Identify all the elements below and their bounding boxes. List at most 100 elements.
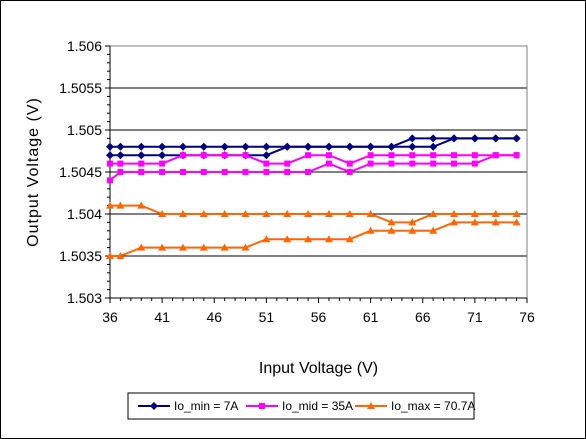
legend-box — [127, 392, 475, 420]
data-point-triangle — [470, 210, 479, 217]
data-point-triangle — [241, 210, 250, 217]
data-point-square — [305, 169, 312, 175]
legend-label: Io_max = 70.7A — [391, 399, 475, 413]
data-point-triangle — [106, 201, 114, 209]
data-point-square — [263, 169, 270, 175]
data-point-square — [117, 160, 124, 167]
legend-item-2: Io_mid = 35A — [246, 399, 353, 413]
data-point-square — [159, 160, 166, 167]
data-point-triangle — [324, 210, 333, 217]
data-point-triangle — [106, 252, 114, 259]
data-point-square — [200, 152, 207, 159]
data-point-square — [513, 152, 520, 159]
y-tick-label: 1.5035 — [59, 248, 102, 264]
data-point-triangle — [491, 210, 500, 217]
data-point-square — [263, 160, 270, 167]
data-point-square — [284, 160, 291, 167]
data-point-diamond — [116, 151, 125, 160]
data-point-square — [430, 160, 437, 167]
data-point-triangle — [220, 243, 229, 251]
data-point-triangle — [158, 210, 167, 217]
data-point-triangle — [199, 243, 208, 251]
data-point-square — [346, 169, 353, 175]
data-point-triangle — [512, 210, 521, 217]
legend-label: Io_mid = 35A — [282, 399, 353, 413]
series-2 — [107, 152, 520, 184]
data-point-triangle — [241, 243, 250, 251]
data-point-diamond — [304, 142, 313, 151]
data-point-triangle — [470, 218, 479, 226]
data-point-square — [259, 403, 265, 409]
data-point-diamond — [106, 151, 114, 160]
data-point-triangle — [283, 235, 292, 243]
data-point-diamond — [512, 134, 521, 143]
data-point-diamond — [241, 142, 250, 151]
data-point-square — [221, 152, 228, 159]
data-point-diamond — [366, 142, 375, 151]
x-axis-title: Input Voltage (V) — [259, 360, 378, 377]
data-point-square — [179, 169, 186, 175]
data-point-diamond — [178, 142, 187, 151]
data-point-diamond — [150, 402, 158, 410]
data-point-triangle — [178, 210, 187, 217]
legend-item-3: Io_max = 70.7A — [355, 399, 475, 413]
data-point-triangle — [450, 210, 459, 217]
data-point-square — [138, 169, 145, 175]
data-point-square — [325, 160, 332, 167]
y-tick-label: 1.5055 — [59, 80, 102, 96]
data-point-triangle — [512, 218, 521, 226]
data-point-diamond — [158, 142, 167, 151]
data-point-diamond — [106, 142, 114, 151]
x-tick-labels: 36 41 46 51 56 61 66 71 76 — [102, 309, 535, 325]
data-point-triangle — [304, 210, 313, 217]
data-point-triangle — [116, 252, 125, 259]
data-point-diamond — [262, 142, 271, 151]
data-point-triangle — [367, 402, 375, 409]
data-point-diamond — [387, 142, 396, 151]
data-point-triangle — [283, 210, 292, 217]
data-point-diamond — [491, 134, 500, 143]
data-point-square — [117, 169, 124, 175]
data-point-square — [471, 152, 478, 159]
data-point-triangle — [387, 226, 396, 234]
y-tick-label: 1.506 — [67, 38, 102, 54]
data-point-triangle — [262, 235, 271, 243]
data-point-square — [409, 160, 416, 167]
x-tick-label: 46 — [206, 309, 222, 325]
x-tick-label: 61 — [363, 309, 379, 325]
data-point-triangle — [366, 210, 375, 217]
data-point-square — [107, 160, 113, 167]
series-line-lower — [110, 221, 517, 257]
data-point-diamond — [345, 142, 354, 151]
data-point-diamond — [408, 142, 417, 151]
data-point-triangle — [324, 235, 333, 243]
data-point-square — [367, 160, 374, 167]
data-point-square — [430, 152, 437, 159]
data-point-diamond — [429, 142, 438, 151]
data-point-diamond — [283, 142, 292, 151]
data-point-square — [471, 160, 478, 167]
data-point-triangle — [345, 235, 354, 243]
x-tick-label: 41 — [154, 309, 170, 325]
x-tick-label: 56 — [311, 309, 327, 325]
data-point-square — [492, 152, 499, 159]
data-point-diamond — [408, 134, 417, 143]
data-point-square — [388, 160, 395, 167]
data-point-triangle — [220, 210, 229, 217]
data-point-square — [107, 177, 113, 184]
data-point-triangle — [408, 218, 417, 226]
x-tick-label: 36 — [102, 309, 118, 325]
legend: Io_min = 7A Io_mid = 35A Io_max = 70.7A — [127, 392, 475, 420]
x-tick-label: 51 — [259, 309, 275, 325]
y-tick-label: 1.503 — [67, 290, 102, 306]
data-point-triangle — [408, 226, 417, 234]
y-tick-label: 1.504 — [67, 206, 102, 222]
data-point-triangle — [178, 243, 187, 251]
data-point-diamond — [199, 142, 208, 151]
data-point-diamond — [429, 134, 438, 143]
data-point-triangle — [345, 210, 354, 217]
data-point-square — [284, 169, 291, 175]
data-point-square — [451, 152, 458, 159]
